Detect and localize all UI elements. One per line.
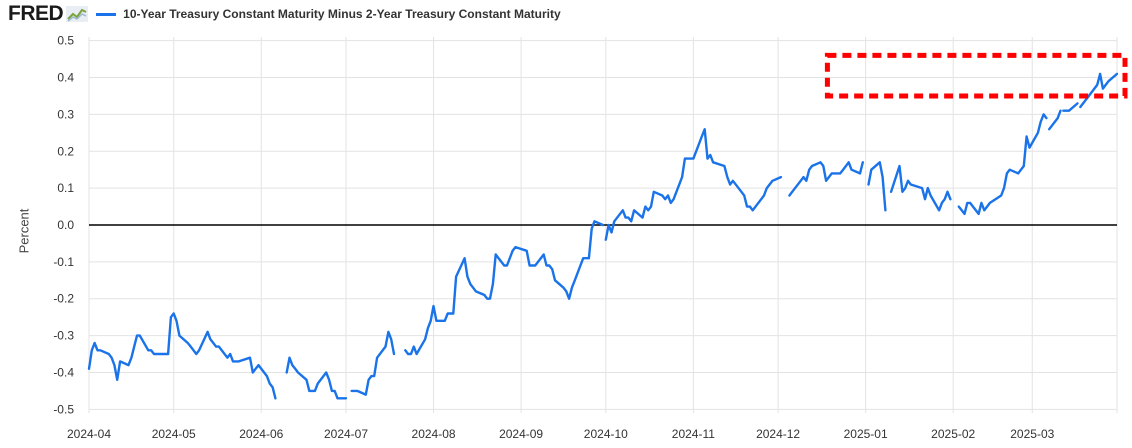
x-tick-label: 2024-09: [499, 427, 543, 441]
y-tick-label: 0.0: [57, 218, 74, 232]
series-line-segment[interactable]: [87, 312, 277, 400]
x-tick-label: 2025-01: [844, 427, 888, 441]
series-line-segment[interactable]: [285, 356, 348, 400]
annotations: [824, 52, 1128, 99]
x-tick-label: 2024-12: [756, 427, 800, 441]
chart-header: FRED 10-Year Treasury Constant Maturity …: [8, 2, 561, 26]
axis-ticks: 0.5 0.4 0.3 0.2 0.1 0.0 -0.1 -0.2 -0.3 -0.4 -0.5 20…: [53, 34, 1054, 441]
y-tick-label: 0.5: [57, 34, 74, 48]
y-tick-label: 0.4: [57, 71, 74, 85]
y-tick-label: 0.2: [57, 144, 74, 158]
series-line-segment[interactable]: [1062, 102, 1079, 112]
x-tick-label: 2025-03: [1010, 427, 1054, 441]
highlight-box: [824, 52, 1128, 99]
y-tick-label: -0.2: [53, 292, 74, 306]
x-tick-label: 2024-11: [672, 427, 715, 441]
series-line[interactable]: [87, 72, 1119, 400]
series-line-segment[interactable]: [788, 161, 864, 197]
trend-graph-icon: [66, 6, 89, 22]
series-line-segment[interactable]: [1079, 72, 1119, 109]
series-line-segment[interactable]: [604, 127, 783, 241]
fred-logo[interactable]: FRED: [8, 2, 64, 25]
y-tick-label: 0.3: [57, 107, 74, 121]
series-line-segment[interactable]: [404, 220, 605, 356]
x-tick-label: 2025-02: [931, 427, 975, 441]
series-line-segment[interactable]: [1047, 109, 1062, 131]
y-tick-label: 0.1: [57, 181, 74, 195]
y-tick-label: -0.1: [53, 255, 74, 269]
x-tick-label: 2024-10: [584, 427, 628, 441]
series-line-segment[interactable]: [350, 330, 396, 396]
series-line-segment[interactable]: [889, 164, 952, 212]
y-tick-label: -0.4: [53, 365, 74, 379]
series-line-segment[interactable]: [867, 161, 887, 212]
y-tick-label: -0.3: [53, 329, 74, 343]
series-line-segment[interactable]: [957, 113, 1048, 216]
legend-label[interactable]: 10-Year Treasury Constant Maturity Minus…: [123, 7, 561, 21]
x-tick-label: 2024-06: [239, 427, 283, 441]
y-tick-label: -0.5: [53, 402, 74, 416]
x-tick-label: 2024-08: [412, 427, 456, 441]
x-tick-label: 2024-07: [324, 427, 368, 441]
x-tick-label: 2024-05: [152, 427, 196, 441]
legend-swatch: [96, 12, 117, 16]
x-tick-label: 2024-04: [67, 427, 111, 441]
